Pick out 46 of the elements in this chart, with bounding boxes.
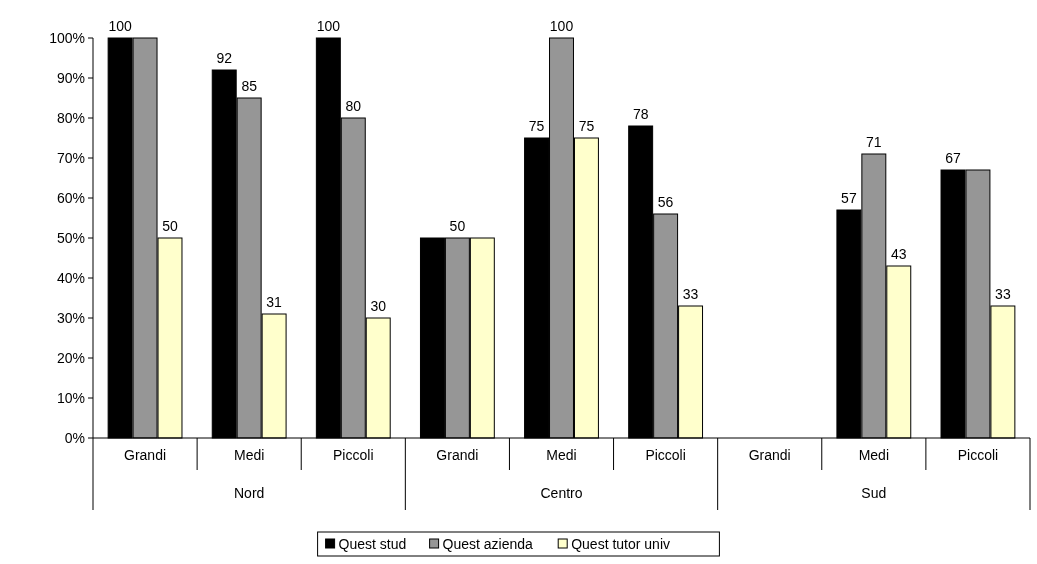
data-label: 80 [345,98,362,114]
data-label: 100 [108,18,132,34]
data-label: 56 [657,194,674,210]
legend-label: Quest stud [338,535,407,552]
x-tick-label: Medi [233,447,265,463]
data-label: 78 [632,106,649,122]
text: Centro [540,485,583,501]
data-label: 100 [549,18,574,34]
x-tick-label: Grandi [124,447,167,463]
y-tick-label: 70% [56,149,85,166]
data-label: 57 [841,190,857,206]
data-label: 75 [528,118,545,134]
y-tick-label: 0% [64,429,85,446]
y-tick-label: 30% [56,309,85,326]
x-tick-label: Piccoli [957,447,999,463]
y-tick-label: 100% [49,29,85,46]
data-label: 33 [682,286,699,302]
data-label: 30 [370,298,387,314]
data-label: 71 [866,134,882,150]
x-tick-label: Piccoli [333,447,374,463]
y-tick-label: 90% [56,69,85,86]
y-tick-label: 80% [56,109,85,126]
text: Sud [861,485,887,501]
data-label: 50 [449,218,466,234]
text: Nord [233,485,265,501]
data-label: 92 [216,50,233,66]
data-label: 33 [995,286,1011,302]
data-label: 43 [890,246,907,262]
y-tick-label: 10% [56,389,85,406]
x-tick-label: Medi [546,447,577,463]
legend-label: Quest azienda [442,535,534,552]
y-tick-label: 50% [56,229,85,246]
x-tick-label: Medi [858,447,890,463]
data-label: 67 [945,150,961,166]
data-label: 75 [578,118,595,134]
legend-label: Quest tutor univ [571,535,671,552]
x-tick-label: Grandi [748,447,791,463]
data-label: 31 [266,294,283,310]
data-label: 100 [316,18,341,34]
data-label: 85 [241,78,258,94]
y-tick-label: 40% [56,269,85,286]
x-tick-label: Grandi [436,447,479,463]
y-tick-label: 20% [56,349,85,366]
data-label: 50 [162,218,178,234]
x-tick-label: Piccoli [645,447,686,463]
y-tick-label: 60% [56,189,85,206]
